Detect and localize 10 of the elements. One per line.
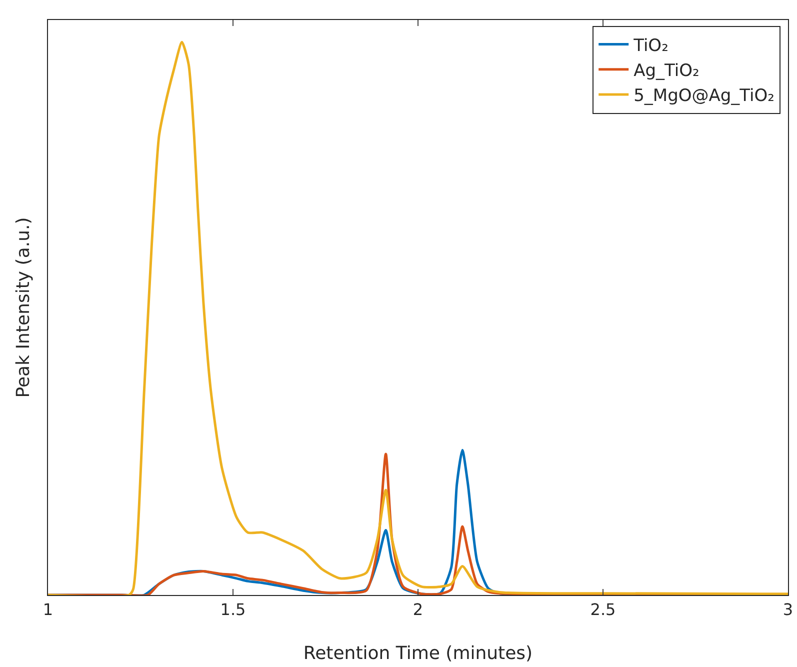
x-tick-label: 1 xyxy=(42,600,54,620)
y-axis-title: Peak Intensity (a.u.) xyxy=(13,217,34,398)
x-axis-title: Retention Time (minutes) xyxy=(303,643,533,664)
x-tick-label: 2.5 xyxy=(590,600,616,620)
x-tick-label: 3 xyxy=(782,600,794,620)
x-tick-label: 1.5 xyxy=(220,600,246,620)
legend-label: 5_MgO@Ag_TiO₂ xyxy=(634,86,774,106)
x-tick-label: 2 xyxy=(412,600,424,620)
legend-label: Ag_TiO₂ xyxy=(634,61,700,82)
legend-label: TiO₂ xyxy=(632,36,668,56)
